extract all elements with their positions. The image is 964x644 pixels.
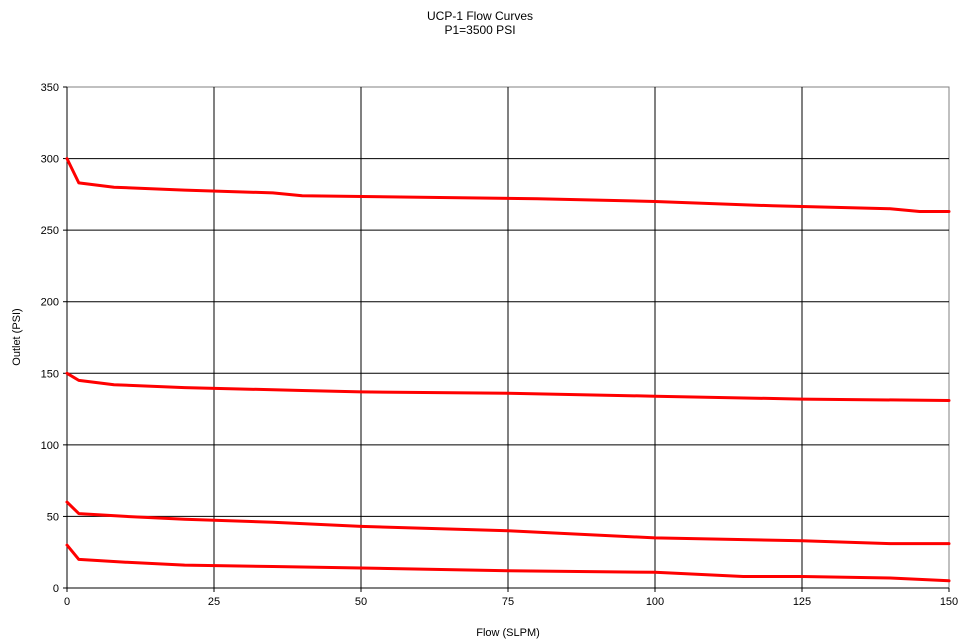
x-tick-label: 0 <box>64 596 70 608</box>
y-tick-label: 50 <box>47 511 59 523</box>
flow-curve-line-1 <box>65 157 951 213</box>
axis-layer: 0 25 50 75 100 125 150 0 50 100 150 200 250 300 350 <box>41 82 959 608</box>
chart-subtitle: P1=3500 PSI <box>444 23 515 37</box>
y-tick-label: 300 <box>41 154 59 166</box>
series-layer <box>65 157 951 583</box>
x-tick-label: 25 <box>208 596 220 608</box>
y-tick-label: 0 <box>53 583 59 595</box>
y-axis-label: Outlet (PSI) <box>11 308 23 365</box>
flow-curve-line-3 <box>65 500 951 546</box>
y-tick-label: 200 <box>41 297 59 309</box>
y-tick-label: 150 <box>41 368 59 380</box>
y-tick-label: 250 <box>41 225 59 237</box>
x-tick-label: 100 <box>646 596 664 608</box>
x-tick-label: 75 <box>502 596 514 608</box>
y-tick-label: 100 <box>41 440 59 452</box>
grid-layer <box>67 87 949 588</box>
x-axis-label: Flow (SLPM) <box>476 627 540 639</box>
flow-curve-line-4 <box>65 543 951 583</box>
y-tick-label: 350 <box>41 82 59 94</box>
x-tick-label: 125 <box>793 596 811 608</box>
flow-curve-line-2 <box>65 371 951 402</box>
x-tick-label: 50 <box>355 596 367 608</box>
x-tick-label: 150 <box>940 596 958 608</box>
chart-title: UCP-1 Flow Curves <box>427 9 533 23</box>
